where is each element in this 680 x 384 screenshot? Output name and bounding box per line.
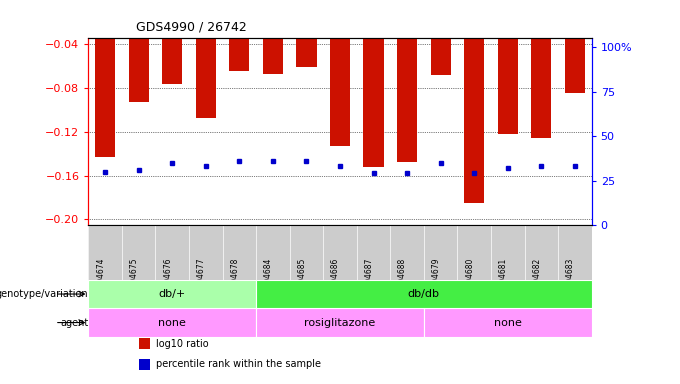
Bar [129, 38, 149, 102]
Bar [364, 38, 384, 167]
Bar [424, 308, 592, 337]
Bar [430, 38, 451, 74]
Bar [196, 38, 216, 119]
Bar [256, 308, 424, 337]
Text: agent: agent [60, 318, 88, 328]
Text: percentile rank within the sample: percentile rank within the sample [156, 359, 322, 369]
Bar [95, 38, 115, 157]
Bar [296, 38, 316, 67]
Bar [531, 38, 551, 138]
Bar [256, 280, 592, 308]
Bar [139, 338, 150, 349]
Text: none: none [158, 318, 186, 328]
Text: db/+: db/+ [158, 289, 186, 299]
Bar [163, 38, 182, 84]
Bar [88, 308, 256, 337]
Text: GDS4990 / 26742: GDS4990 / 26742 [136, 21, 247, 34]
Bar [464, 38, 484, 203]
Text: db/db: db/db [408, 289, 440, 299]
Bar [229, 38, 250, 71]
Bar [498, 38, 517, 134]
Text: log10 ratio: log10 ratio [156, 339, 209, 349]
Bar [565, 38, 585, 93]
Text: rosiglitazone: rosiglitazone [305, 318, 375, 328]
Bar [263, 38, 283, 73]
Bar [88, 280, 256, 308]
Bar [330, 38, 350, 146]
Bar [397, 38, 417, 162]
Bar [139, 359, 150, 370]
Text: genotype/variation: genotype/variation [0, 289, 88, 299]
Text: none: none [494, 318, 522, 328]
